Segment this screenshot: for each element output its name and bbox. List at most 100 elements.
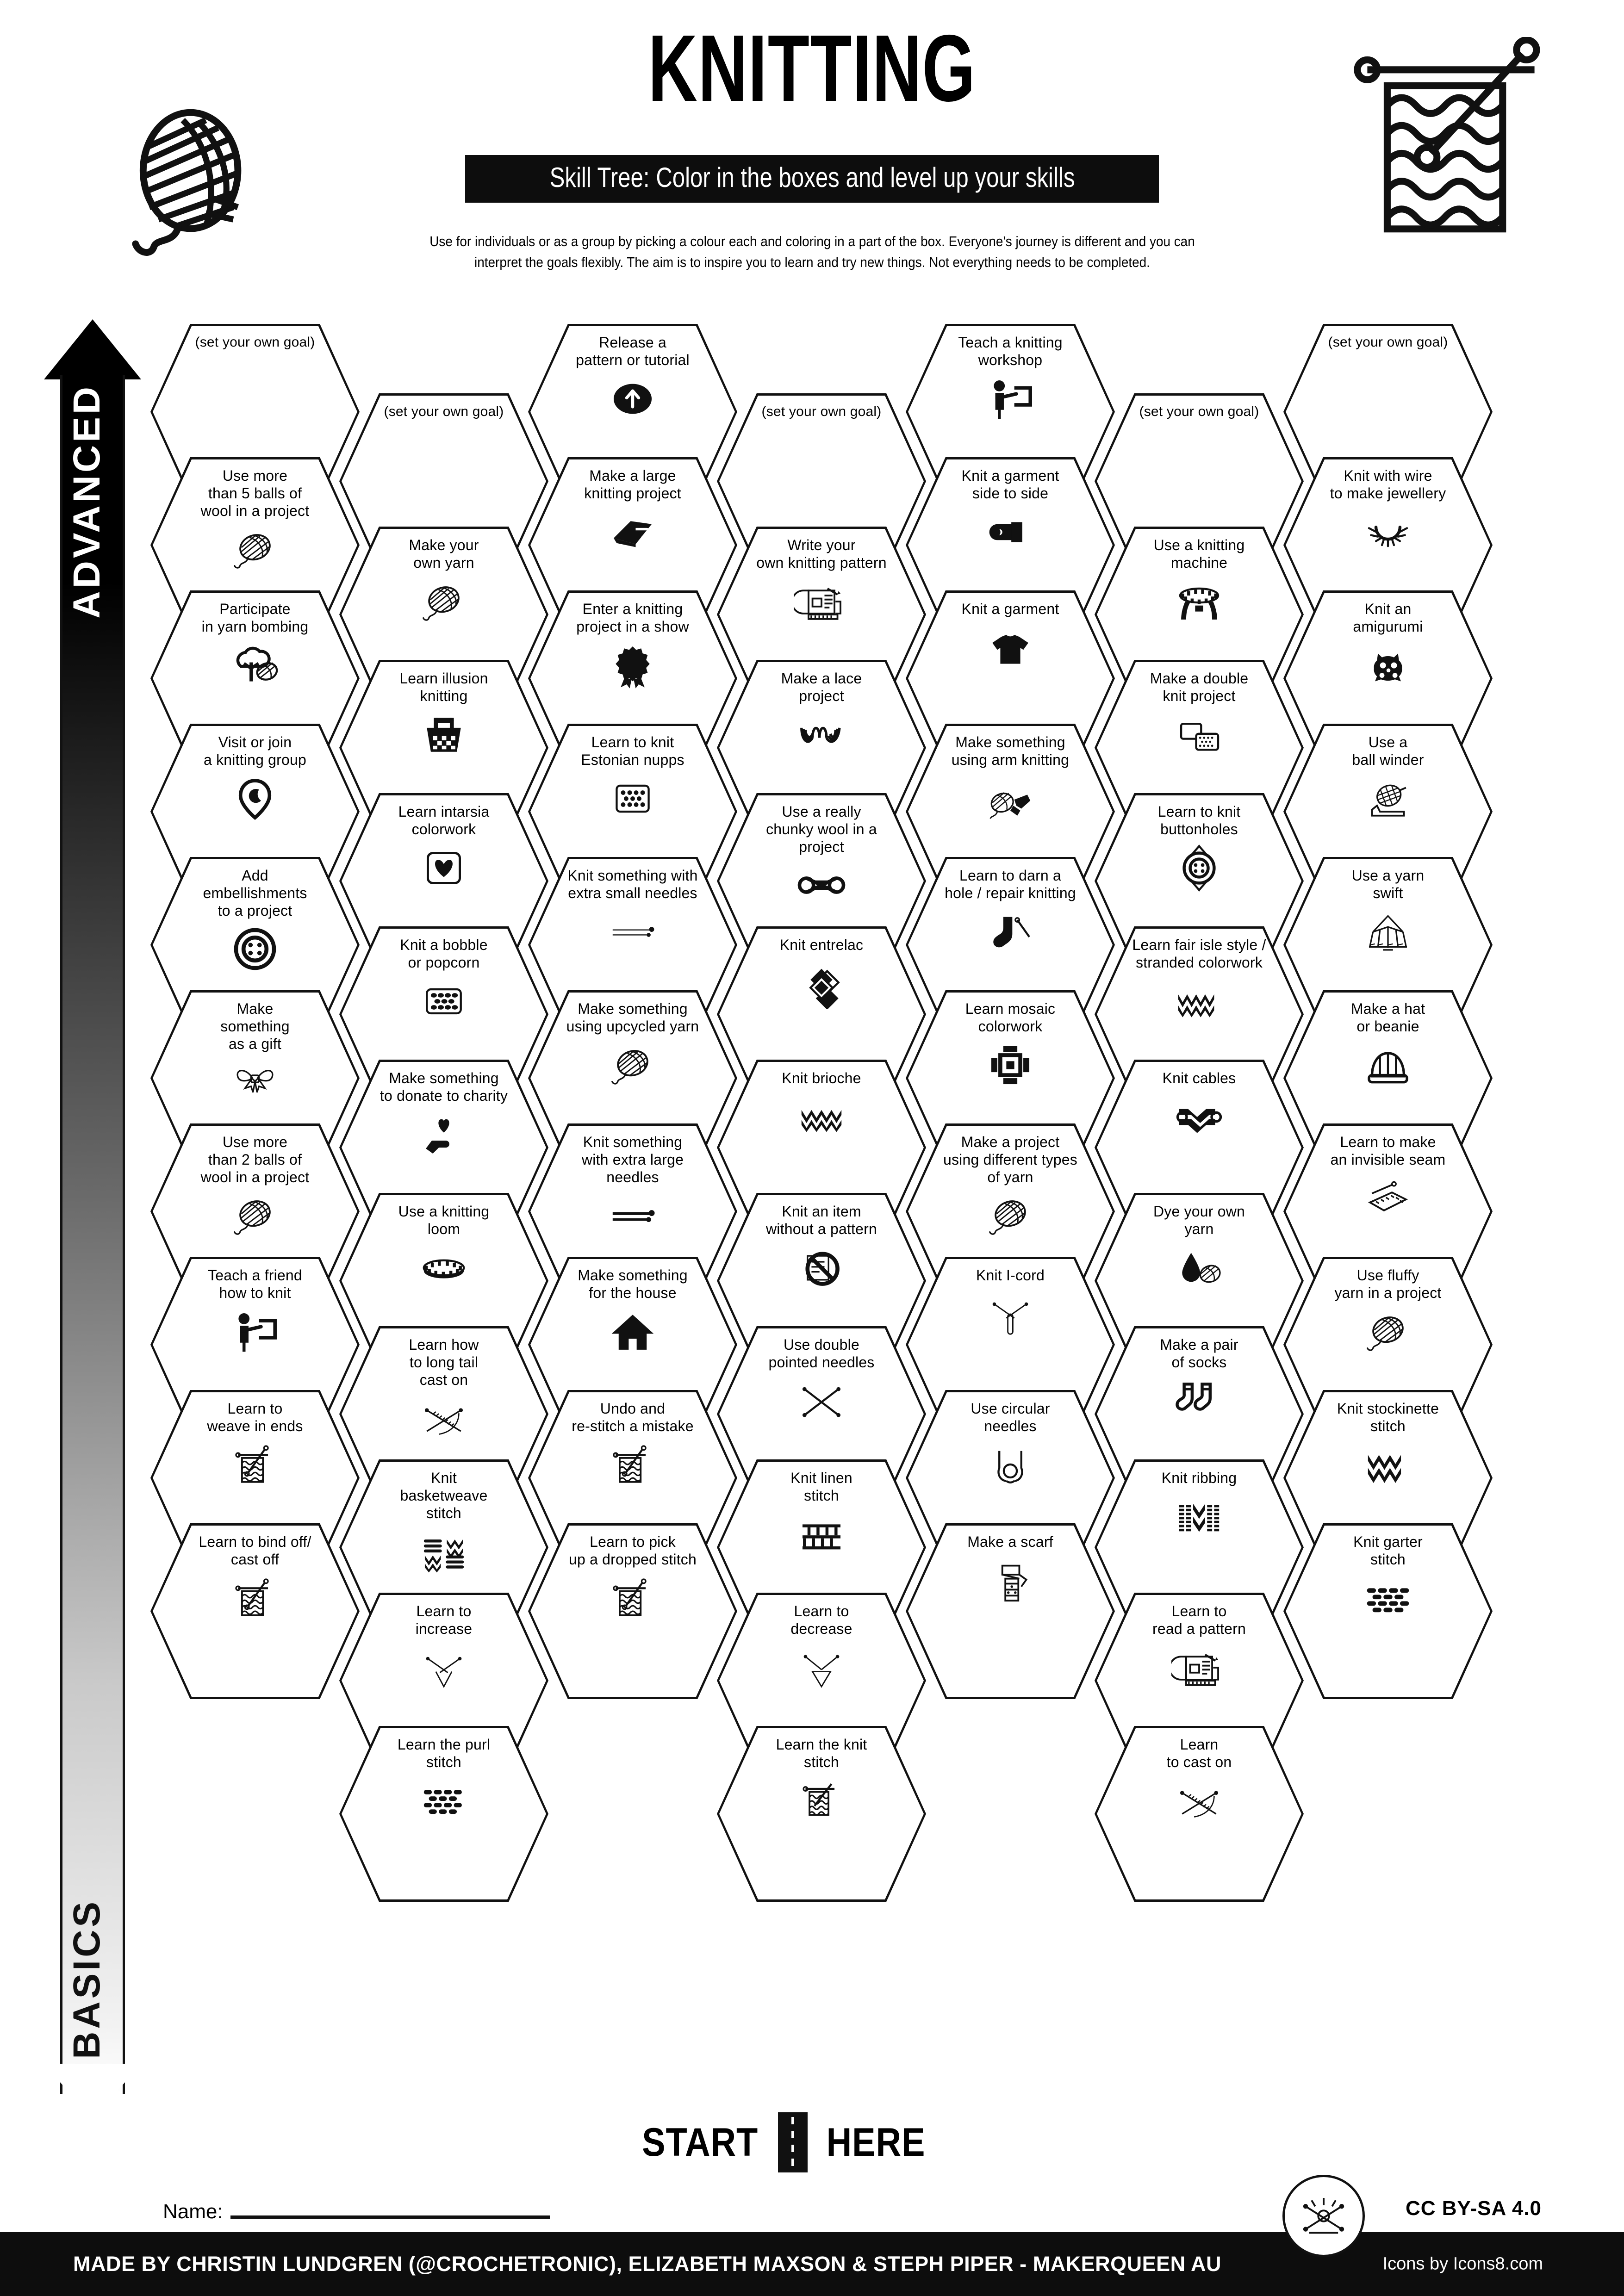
skill-hex-col-6-6[interactable]: Knit cables	[1095, 1060, 1304, 1235]
skill-hex-col-2-1[interactable]: (set your own goal)	[339, 393, 548, 569]
skill-hex-col-3-6[interactable]: Make something using upcycled yarn	[528, 990, 737, 1166]
skill-hex-col-7-6[interactable]: Make a hat or beanie	[1283, 990, 1493, 1166]
skill-hex-col-5-5[interactable]: Learn to darn a hole / repair knitting	[906, 857, 1115, 1033]
skill-hex-col-2-4[interactable]: Learn intarsia colorwork	[339, 793, 548, 969]
skill-hex-col-7-10[interactable]: Knit garter stitch	[1283, 1523, 1493, 1699]
hex-content: Participate in yarn bombing	[150, 590, 360, 766]
skill-hex-col-1-3[interactable]: Participate in yarn bombing	[150, 590, 360, 766]
skill-hex-col-4-11[interactable]: Learn the knit stitch	[717, 1726, 926, 1902]
skill-hex-col-3-8[interactable]: Make something for the house	[528, 1257, 737, 1433]
skill-hex-col-2-10[interactable]: Learn to increase	[339, 1593, 548, 1769]
skill-hex-col-2-11[interactable]: Learn the purl stitch	[339, 1726, 548, 1902]
name-field[interactable]: Name:	[163, 2200, 550, 2223]
skill-hex-col-1-10[interactable]: Learn to bind off/cast off	[150, 1523, 360, 1699]
skill-hex-col-3-3[interactable]: Enter a knitting project in a show	[528, 590, 737, 766]
skill-hex-col-4-2[interactable]: Write your own knitting pattern	[717, 527, 926, 702]
skill-hex-col-3-7[interactable]: Knit something with extra large needles	[528, 1123, 737, 1299]
fairisle-icon	[1171, 976, 1227, 1026]
skill-hex-col-1-8[interactable]: Teach a friend how to knit	[150, 1257, 360, 1433]
skill-hex-col-6-3[interactable]: Make a double knit project	[1095, 660, 1304, 836]
skill-hex-col-3-10[interactable]: Learn to pick up a dropped stitch	[528, 1523, 737, 1699]
skill-hex-col-5-6[interactable]: Learn mosaic colorwork	[906, 990, 1115, 1166]
skill-hex-col-1-7[interactable]: Use more than 2 balls of wool in a project	[150, 1123, 360, 1299]
skill-hex-col-3-4[interactable]: Learn to knit Estonian nupps	[528, 724, 737, 900]
skill-hex-col-2-5[interactable]: Knit a bobble or popcorn	[339, 926, 548, 1102]
brioche-icon	[794, 1092, 849, 1142]
skill-label: Make a project using different types of ya…	[943, 1134, 1077, 1185]
hex-content: Use a knitting machine	[1095, 527, 1304, 702]
difficulty-axis-arrow: ADVANCED BASICS	[44, 319, 141, 2119]
skill-hex-col-6-5[interactable]: Learn fair isle style / stranded colorwor…	[1095, 926, 1304, 1102]
skill-hex-col-6-8[interactable]: Make a pair of socks	[1095, 1326, 1304, 1502]
skill-hex-col-5-4[interactable]: Make something using arm knitting	[906, 724, 1115, 900]
skill-hex-col-7-1[interactable]: (set your own goal)	[1283, 324, 1493, 500]
large-needles-icon	[605, 1191, 660, 1241]
skill-hex-col-3-9[interactable]: Undo and re-stitch a mistake	[528, 1390, 737, 1566]
skill-hex-col-2-7[interactable]: Use a knitting loom	[339, 1193, 548, 1369]
skill-hex-col-7-9[interactable]: Knit stockinette stitch	[1283, 1390, 1493, 1566]
skill-hex-col-6-11[interactable]: Learn to cast on	[1095, 1726, 1304, 1902]
no-pattern-icon	[794, 1243, 849, 1293]
skill-label: Learn mosaic colorwork	[965, 1000, 1056, 1035]
skill-hex-col-3-5[interactable]: Knit something with extra small needles	[528, 857, 737, 1033]
skill-hex-col-4-4[interactable]: Use a really chunky wool in a project	[717, 793, 926, 969]
skill-hex-col-4-3[interactable]: Make a lace project	[717, 660, 926, 836]
skill-hex-col-6-1[interactable]: (set your own goal)	[1095, 393, 1304, 569]
name-write-line[interactable]	[230, 2215, 550, 2219]
skill-hex-col-4-10[interactable]: Learn to decrease	[717, 1593, 926, 1769]
skill-hex-col-6-2[interactable]: Use a knitting machine	[1095, 527, 1304, 702]
skill-hex-col-7-5[interactable]: Use a yarn swift	[1283, 857, 1493, 1033]
skill-hex-col-5-1[interactable]: Teach a knitting workshop	[906, 324, 1115, 500]
skill-hex-col-7-7[interactable]: Learn to make an invisible seam	[1283, 1123, 1493, 1299]
hex-content: (set your own goal)	[1095, 393, 1304, 569]
skill-hex-col-5-10[interactable]: Make a scarf	[906, 1523, 1115, 1699]
intro-line-2: interpret the goals flexibly. The aim is…	[474, 254, 1150, 270]
hex-content: Knit a bobble or popcorn	[339, 926, 548, 1102]
skill-label: Participate in yarn bombing	[201, 601, 309, 635]
skill-hex-col-2-9[interactable]: Knit basketweave stitch	[339, 1459, 548, 1635]
skill-hex-col-6-7[interactable]: Dye your own yarn	[1095, 1193, 1304, 1369]
hex-content: Learn to decrease	[717, 1593, 926, 1769]
skill-hex-col-5-3[interactable]: Knit a garment	[906, 590, 1115, 766]
socks-icon	[1171, 1376, 1227, 1426]
skill-hex-col-1-1[interactable]: (set your own goal)	[150, 324, 360, 500]
hex-content: Make a double knit project	[1095, 660, 1304, 836]
here-label: HERE	[826, 2120, 926, 2165]
skill-hex-col-5-7[interactable]: Make a project using different types of ya…	[906, 1123, 1115, 1299]
purl-icon	[416, 1776, 472, 1826]
skill-hex-col-2-6[interactable]: Make something to donate to charity	[339, 1060, 548, 1235]
hex-content: Knit ribbing	[1095, 1459, 1304, 1635]
garter-icon	[1360, 1573, 1416, 1623]
skill-hex-col-5-8[interactable]: Knit I-cord	[906, 1257, 1115, 1433]
skill-hex-col-5-9[interactable]: Use circular needles	[906, 1390, 1115, 1566]
skill-hex-col-7-8[interactable]: Use fluffy yarn in a project	[1283, 1257, 1493, 1433]
basket-icon	[416, 710, 472, 760]
cable-icon	[1171, 1092, 1227, 1142]
mosaic-icon	[983, 1040, 1038, 1090]
skill-hex-col-6-9[interactable]: Knit ribbing	[1095, 1459, 1304, 1635]
skill-hex-col-4-9[interactable]: Knit linen stitch	[717, 1459, 926, 1635]
skill-hex-col-4-6[interactable]: Knit brioche	[717, 1060, 926, 1235]
skill-hex-col-2-2[interactable]: Make your own yarn	[339, 527, 548, 702]
skill-hex-col-1-2[interactable]: Use more than 5 balls of wool in a project	[150, 457, 360, 633]
skill-hex-col-7-2[interactable]: Knit with wire to make jewellery	[1283, 457, 1493, 633]
skill-hex-col-3-2[interactable]: Make a large knitting project	[528, 457, 737, 633]
skill-hex-col-3-1[interactable]: Release a pattern or tutorial	[528, 324, 737, 500]
skill-label: Learn to bind off/cast off	[199, 1533, 311, 1568]
skill-hex-col-4-1[interactable]: (set your own goal)	[717, 393, 926, 569]
skill-hex-col-2-3[interactable]: Learn illusion knitting	[339, 660, 548, 836]
skill-hex-col-1-4[interactable]: Visit or join a knitting group	[150, 724, 360, 900]
skill-hex-col-1-6[interactable]: Make something as a gift	[150, 990, 360, 1166]
skill-hex-col-6-4[interactable]: Learn to knit buttonholes	[1095, 793, 1304, 969]
skill-hex-col-4-7[interactable]: Knit an item without a pattern	[717, 1193, 926, 1369]
skill-hex-col-5-2[interactable]: Knit a garment side to side	[906, 457, 1115, 633]
skill-hex-col-4-5[interactable]: Knit entrelac	[717, 926, 926, 1102]
skill-hex-col-1-9[interactable]: Learn to weave in ends	[150, 1390, 360, 1566]
skill-hex-col-4-8[interactable]: Use double pointed needles	[717, 1326, 926, 1502]
skill-hex-col-6-10[interactable]: Learn to read a pattern	[1095, 1593, 1304, 1769]
skill-hex-col-1-5[interactable]: Add embellishments to a project	[150, 857, 360, 1033]
skill-hex-col-2-8[interactable]: Learn how to long tail cast on	[339, 1326, 548, 1502]
bobble-icon	[416, 976, 472, 1026]
skill-hex-col-7-4[interactable]: Use a ball winder	[1283, 724, 1493, 900]
skill-hex-col-7-3[interactable]: Knit an amigurumi	[1283, 590, 1493, 766]
